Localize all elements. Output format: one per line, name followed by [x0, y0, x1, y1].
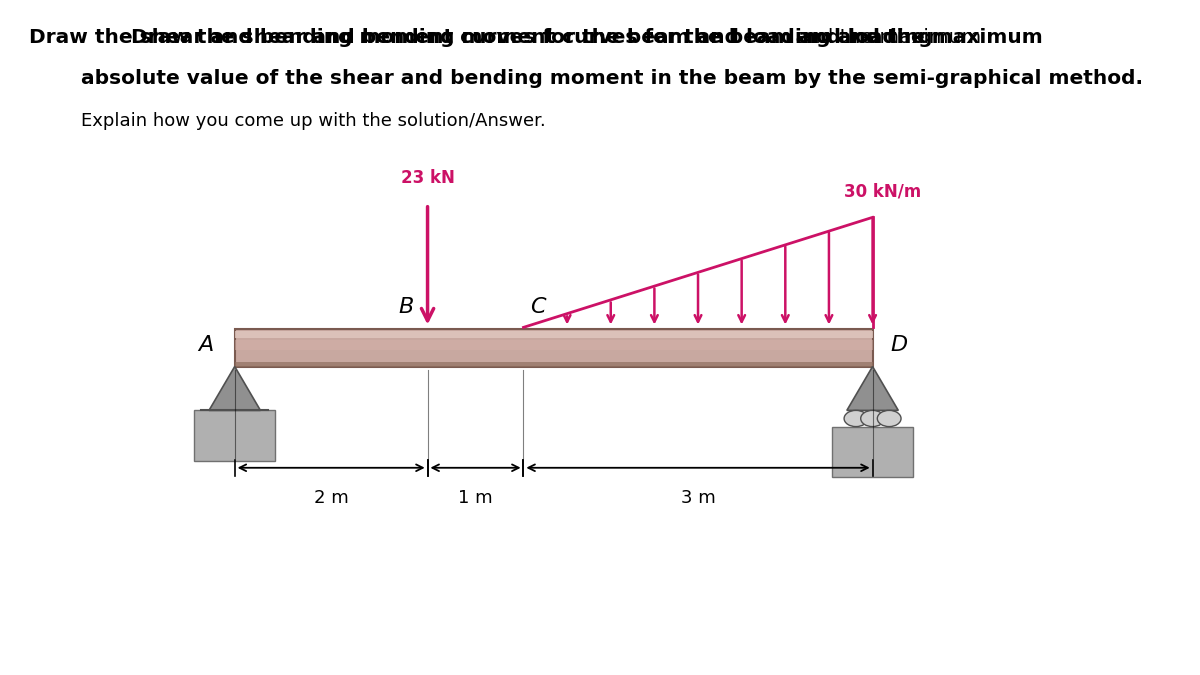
Text: A: A: [198, 335, 212, 355]
Bar: [235, 362, 872, 367]
Bar: [235, 331, 872, 338]
Circle shape: [877, 410, 901, 427]
Circle shape: [844, 410, 868, 427]
Circle shape: [860, 410, 884, 427]
Text: 3 m: 3 m: [680, 489, 715, 508]
Text: and the maximum: and the maximum: [788, 28, 980, 47]
Bar: [235, 340, 872, 350]
Text: 2 m: 2 m: [313, 489, 348, 508]
Bar: [194, 410, 275, 461]
Polygon shape: [847, 367, 899, 410]
Polygon shape: [209, 367, 260, 410]
Text: Explain how you come up with the solution/Answer.: Explain how you come up with the solutio…: [82, 113, 546, 130]
Text: B: B: [398, 296, 414, 317]
Text: Draw the shear and bending moment curves for the beam and loading: Draw the shear and bending moment curves…: [131, 28, 932, 47]
Bar: [235, 329, 872, 367]
Text: absolute value of the shear and bending moment in the beam by the semi-graphical: absolute value of the shear and bending …: [82, 70, 1144, 88]
Text: 1 m: 1 m: [458, 489, 493, 508]
Text: 30 kN/m: 30 kN/m: [844, 182, 922, 200]
Text: C: C: [530, 296, 546, 317]
Text: 23 kN: 23 kN: [401, 169, 455, 187]
Text: D: D: [890, 335, 907, 355]
Text: Draw the shear and bending moment curves for the beam and loading and the maximu: Draw the shear and bending moment curves…: [30, 28, 1043, 47]
Bar: [832, 427, 913, 477]
